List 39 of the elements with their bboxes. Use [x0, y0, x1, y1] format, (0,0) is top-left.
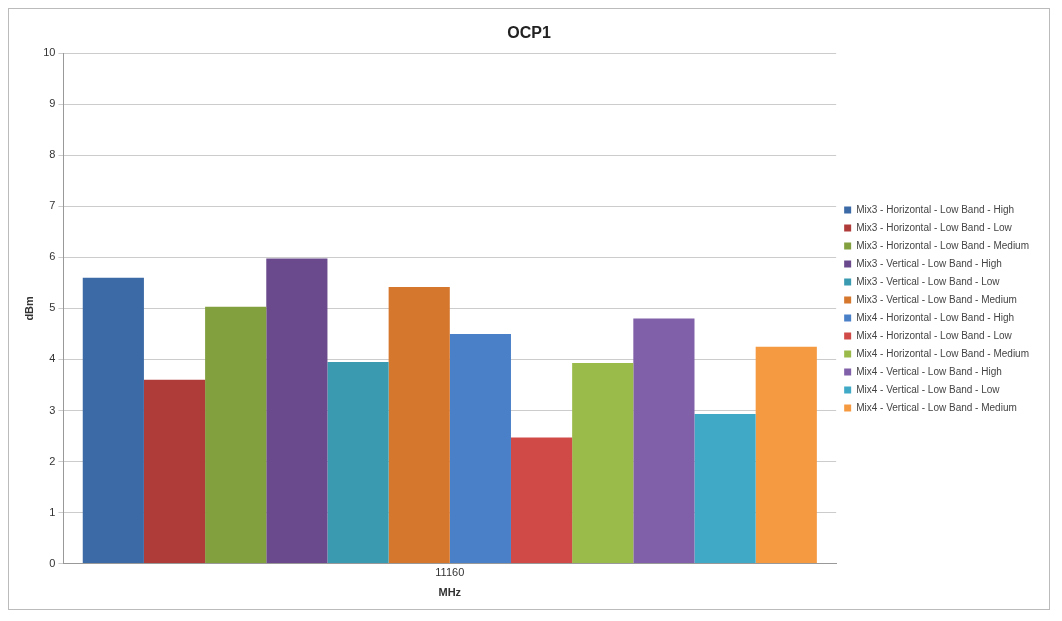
- x-axis-title: MHz: [438, 586, 462, 599]
- legend-label: Mix4 - Vertical - Low Band - Low: [856, 383, 1001, 395]
- chart-title: OCP1: [507, 24, 551, 42]
- legend-label: Mix4 - Horizontal - Low Band - High: [856, 311, 1015, 323]
- legend-label: Mix4 - Horizontal - Low Band - Medium: [856, 347, 1030, 359]
- bar: [755, 346, 817, 564]
- bar: [205, 306, 267, 564]
- bar: [572, 363, 634, 564]
- y-tick-label: 0: [49, 556, 56, 569]
- bar: [143, 379, 206, 564]
- bar: [82, 277, 144, 564]
- y-tick-label: 1: [49, 505, 56, 518]
- y-tick-label: 9: [49, 97, 56, 110]
- bar: [266, 258, 328, 564]
- bar: [449, 333, 511, 564]
- bar: [510, 437, 573, 564]
- bar: [327, 361, 389, 564]
- bar: [694, 414, 756, 564]
- y-tick-label: 4: [49, 352, 56, 365]
- y-tick-label: 10: [43, 46, 56, 59]
- legend-label: Mix3 - Horizontal - Low Band - Medium: [856, 239, 1030, 251]
- legend-label: Mix3 - Vertical - Low Band - High: [856, 257, 1002, 269]
- bar: [633, 318, 695, 564]
- y-axis-title: dBm: [22, 295, 35, 321]
- y-tick-label: 8: [49, 148, 56, 161]
- y-tick-label: 3: [49, 403, 56, 416]
- legend-label: Mix3 - Vertical - Low Band - Medium: [856, 293, 1017, 305]
- legend-label: Mix4 - Vertical - Low Band - Medium: [856, 401, 1017, 413]
- legend-label: Mix4 - Vertical - Low Band - High: [856, 365, 1002, 377]
- y-tick-label: 5: [49, 301, 56, 314]
- legend-label: Mix3 - Horizontal - Low Band - High: [856, 203, 1015, 215]
- y-tick-label: 6: [49, 250, 56, 263]
- y-tick-label: 7: [49, 199, 56, 212]
- legend-label: Mix3 - Vertical - Low Band - Low: [856, 275, 1001, 287]
- x-tick-label: 11160: [435, 566, 465, 579]
- bar: [388, 286, 450, 564]
- legend-label: Mix4 - Horizontal - Low Band - Low: [856, 329, 1013, 341]
- legend-label: Mix3 - Horizontal - Low Band - Low: [856, 221, 1013, 233]
- y-tick-label: 2: [49, 454, 56, 467]
